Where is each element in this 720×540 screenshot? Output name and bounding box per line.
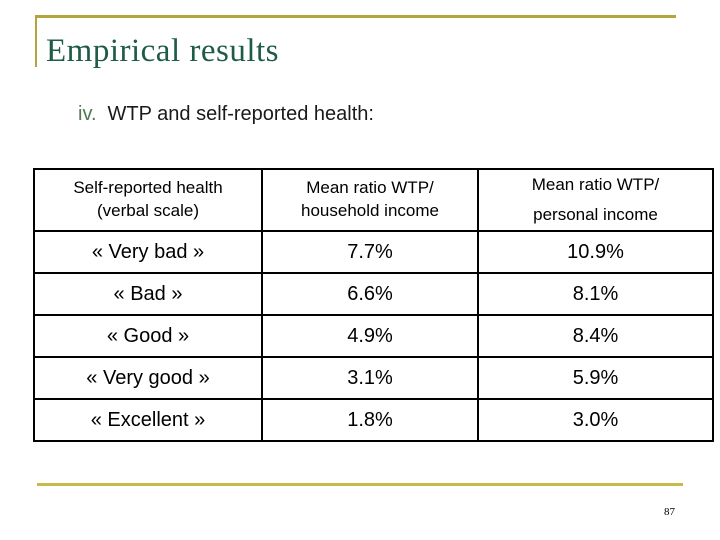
header-line: (verbal scale) [96, 201, 200, 220]
table-cell-value: 7.7% [261, 230, 479, 274]
table-header-row: Self-reported health (verbal scale) Mean… [33, 168, 714, 232]
table-row: « Bad » 6.6% 8.1% [33, 272, 714, 316]
header-cell-household-income: Mean ratio WTP/ household income [261, 168, 479, 232]
table-row: « Excellent » 1.8% 3.0% [33, 398, 714, 442]
table-cell-label: « Good » [33, 314, 263, 358]
page-number: 87 [664, 506, 675, 518]
table-cell-value: 4.9% [261, 314, 479, 358]
table-cell-value: 6.6% [261, 272, 479, 316]
table-row: « Very bad » 7.7% 10.9% [33, 230, 714, 274]
header-line: household income [301, 201, 439, 220]
table-cell-value: 3.0% [477, 398, 714, 442]
header-line: Self-reported health [73, 178, 223, 198]
table-cell-label: « Excellent » [33, 398, 263, 442]
subtitle-text: WTP and self-reported health: [107, 103, 374, 125]
table-cell-value: 5.9% [477, 356, 714, 400]
table-cell-label: « Very bad » [33, 230, 263, 274]
table-row: « Good » 4.9% 8.4% [33, 314, 714, 358]
table-cell-value: 1.8% [261, 398, 479, 442]
left-accent-line [35, 15, 37, 67]
table-cell-value: 3.1% [261, 356, 479, 400]
header-line: personal income [533, 205, 658, 224]
header-line: Mean ratio WTP/ [531, 175, 660, 195]
subtitle-roman-numeral: iv. [78, 103, 97, 125]
table-cell-value: 10.9% [477, 230, 714, 274]
table-cell-label: « Bad » [33, 272, 263, 316]
table-row: « Very good » 3.1% 5.9% [33, 356, 714, 400]
bottom-accent-line [37, 483, 683, 486]
table-cell-value: 8.4% [477, 314, 714, 358]
header-cell-personal-income: Mean ratio WTP/ personal income [477, 168, 714, 232]
table-cell-value: 8.1% [477, 272, 714, 316]
top-accent-line [36, 15, 676, 18]
header-cell-health: Self-reported health (verbal scale) [33, 168, 263, 232]
slide-title: Empirical results [46, 33, 280, 69]
header-line: Mean ratio WTP/ [306, 178, 434, 198]
table-cell-label: « Very good » [33, 356, 263, 400]
slide-subtitle: iv. WTP and self-reported health: [78, 103, 374, 126]
results-table: Self-reported health (verbal scale) Mean… [33, 168, 714, 442]
